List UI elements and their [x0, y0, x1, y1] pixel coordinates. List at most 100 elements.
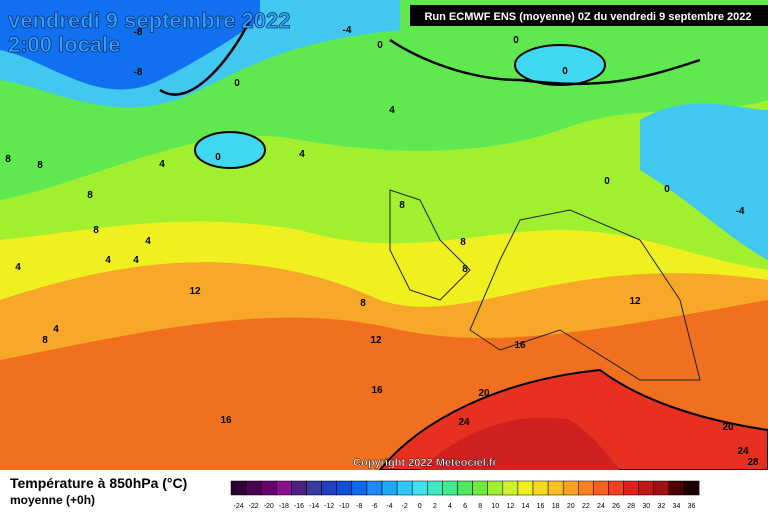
contour-label: 24: [458, 417, 470, 428]
legend-swatch: [623, 480, 639, 496]
contour-label: -4: [343, 25, 352, 36]
legend-swatch: [517, 480, 534, 496]
legend-swatch: [411, 480, 428, 496]
contour-label: -8: [134, 27, 143, 38]
contour-label: 24: [737, 446, 749, 457]
contour-label: 8: [5, 154, 11, 165]
run-info: Run ECMWF ENS (moyenne) 0Z du vendredi 9…: [424, 11, 751, 23]
contour-label: 28: [747, 457, 759, 468]
legend-swatch: [427, 480, 443, 496]
contour-label: 8: [399, 200, 405, 211]
legend-tick: 28: [627, 503, 635, 510]
legend-tick: 0: [418, 503, 422, 510]
legend-tick: 22: [582, 503, 590, 510]
contour-label: 0: [377, 40, 383, 51]
date: vendredi 9 septembre 2022: [8, 8, 290, 33]
legend-swatch: [351, 480, 368, 496]
legend-tick: 14: [522, 503, 530, 510]
contour-label: 20: [722, 422, 734, 433]
legend-swatch: [608, 480, 624, 496]
contour-label: 8: [360, 298, 366, 309]
legend-tick: 2: [433, 503, 437, 510]
legend-tick: -16: [294, 503, 304, 510]
legend-tick: -18: [279, 503, 289, 510]
legend-tick: -2: [402, 503, 408, 510]
contour-label: 8: [462, 264, 468, 275]
legend-swatch: [562, 480, 579, 496]
contour-label: 0: [215, 152, 221, 163]
cold-pocket: [194, 131, 266, 169]
contour-label: 4: [389, 105, 395, 116]
contour-label: 8: [93, 225, 99, 236]
legend-tick: 34: [673, 503, 681, 510]
contour-label: 4: [159, 159, 165, 170]
legend-swatch: [245, 480, 262, 496]
legend-swatch: [638, 480, 655, 496]
legend-swatch: [260, 480, 277, 496]
legend-tick: -6: [371, 503, 377, 510]
legend-swatch: [442, 480, 458, 496]
contour-label: 4: [53, 324, 59, 335]
legend-swatch: [457, 480, 473, 496]
hot-core: [420, 417, 620, 470]
contour-label: -8: [134, 67, 143, 78]
contour-label: 16: [514, 340, 526, 351]
legend-swatch: [683, 480, 700, 496]
legend-swatch: [487, 480, 504, 496]
contour-label: 4: [105, 255, 111, 266]
legend-tick: -4: [386, 503, 392, 510]
legend-tick: -10: [339, 503, 349, 510]
legend-swatch: [472, 480, 488, 496]
contour-label: 0: [604, 176, 610, 187]
legend-swatch: [396, 480, 413, 496]
legend-tick: 6: [463, 503, 467, 510]
legend-tick: 8: [478, 503, 482, 510]
legend-subtitle: moyenne (+0h): [10, 493, 95, 507]
legend-tick: -8: [356, 503, 362, 510]
run-box: [410, 5, 768, 26]
legend-swatch: [593, 480, 609, 496]
cold-zone: [0, 0, 260, 90]
legend-swatch: [321, 480, 337, 496]
contour-label: 16: [371, 385, 383, 396]
legend-swatch: [291, 480, 307, 496]
contour-label: 4: [15, 262, 21, 273]
legend-swatch: [578, 480, 594, 496]
copyright: Copyright 2022 Meteociel.fr: [353, 457, 497, 469]
contour-label: 8: [87, 190, 93, 201]
zero-isotherm: [159, 19, 701, 96]
legend-tick: 10: [491, 503, 499, 510]
cold-pocket: [514, 44, 606, 86]
contour-label: 0: [664, 184, 670, 195]
contour-label: 4: [145, 236, 151, 247]
legend-tick: 16: [537, 503, 545, 510]
legend-swatch: [532, 480, 549, 496]
legend-swatch: [366, 480, 383, 496]
legend-swatch: [230, 480, 247, 496]
coastline: [389, 189, 701, 381]
legend-tick: -12: [324, 503, 334, 510]
legend-swatch: [336, 480, 353, 496]
legend-tick: 30: [642, 503, 650, 510]
east-cold-zone: [640, 103, 768, 260]
legend-swatch: [381, 480, 398, 496]
contour-label: 8: [460, 237, 466, 248]
legend-swatch: [306, 480, 322, 496]
legend-tick: 36: [688, 503, 696, 510]
legend-tick: -24: [233, 503, 243, 510]
time: 2:00 locale: [8, 32, 121, 57]
legend-swatch: [668, 480, 685, 496]
legend-tick: 18: [552, 503, 560, 510]
contour-label: 8: [42, 335, 48, 346]
legend-tick: 32: [657, 503, 665, 510]
legend-tick: 24: [597, 503, 605, 510]
legend-title: Température à 850hPa (°C): [10, 475, 187, 491]
legend-tick: 12: [506, 503, 514, 510]
contour-label: 0: [562, 66, 568, 77]
legend-tick: 4: [448, 503, 452, 510]
contour-label: 12: [370, 335, 382, 346]
contour-label: 16: [220, 415, 232, 426]
legend-swatch: [653, 480, 670, 496]
